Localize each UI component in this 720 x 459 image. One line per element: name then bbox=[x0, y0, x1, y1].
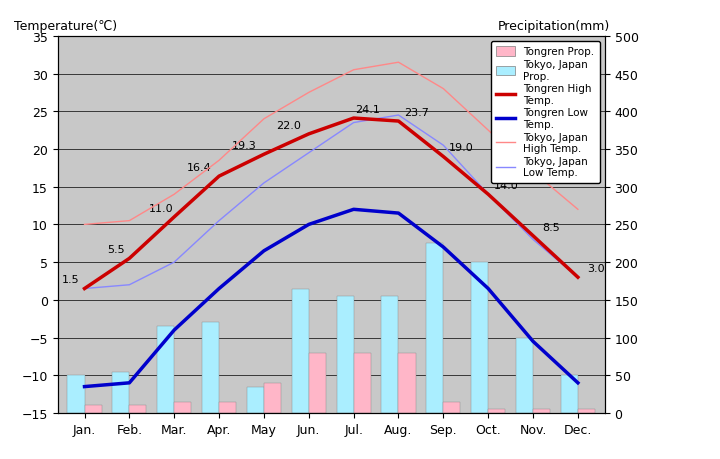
Text: 22.0: 22.0 bbox=[276, 121, 301, 130]
Bar bbox=[219, 402, 236, 413]
Text: 16.4: 16.4 bbox=[186, 163, 211, 173]
Bar bbox=[382, 297, 398, 413]
Text: Temperature(℃): Temperature(℃) bbox=[14, 20, 117, 33]
Bar bbox=[68, 375, 84, 413]
Text: 11.0: 11.0 bbox=[148, 203, 173, 213]
Bar bbox=[354, 353, 371, 413]
Text: Precipitation(mm): Precipitation(mm) bbox=[498, 20, 611, 33]
Bar bbox=[264, 383, 281, 413]
Text: 19.3: 19.3 bbox=[231, 141, 256, 151]
Bar bbox=[398, 353, 415, 413]
Bar bbox=[444, 402, 460, 413]
Text: 3.0: 3.0 bbox=[587, 263, 605, 274]
Legend: Tongren Prop., Tokyo, Japan
Prop., Tongren High
Temp., Tongren Low
Temp., Tokyo,: Tongren Prop., Tokyo, Japan Prop., Tongr… bbox=[491, 42, 600, 183]
Text: 1.5: 1.5 bbox=[62, 275, 80, 285]
Bar bbox=[533, 409, 550, 413]
Bar bbox=[578, 409, 595, 413]
Bar bbox=[561, 375, 578, 413]
Text: 23.7: 23.7 bbox=[404, 108, 429, 118]
Text: 8.5: 8.5 bbox=[542, 222, 560, 232]
Bar bbox=[174, 402, 192, 413]
Bar bbox=[426, 244, 444, 413]
Bar bbox=[488, 409, 505, 413]
Bar bbox=[336, 297, 354, 413]
Bar bbox=[157, 326, 174, 413]
Text: 14.0: 14.0 bbox=[494, 181, 518, 191]
Text: 19.0: 19.0 bbox=[449, 143, 474, 153]
Bar bbox=[202, 323, 219, 413]
Bar bbox=[112, 372, 130, 413]
Bar bbox=[292, 289, 309, 413]
Bar bbox=[130, 406, 146, 413]
Bar bbox=[84, 406, 102, 413]
Bar bbox=[516, 338, 533, 413]
Bar bbox=[309, 353, 326, 413]
Text: 5.5: 5.5 bbox=[107, 245, 125, 255]
Text: 24.1: 24.1 bbox=[355, 105, 379, 115]
Bar bbox=[471, 263, 488, 413]
Bar bbox=[247, 387, 264, 413]
